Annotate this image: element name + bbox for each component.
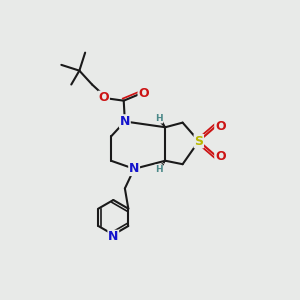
Text: O: O	[138, 87, 149, 100]
Text: O: O	[98, 92, 109, 104]
Text: H: H	[155, 165, 163, 174]
Polygon shape	[158, 118, 165, 127]
Text: N: N	[120, 115, 130, 128]
Text: O: O	[215, 120, 226, 133]
Text: S: S	[194, 135, 203, 148]
Text: H: H	[155, 114, 163, 123]
Text: N: N	[108, 230, 119, 244]
Text: O: O	[215, 150, 226, 163]
Text: N: N	[129, 162, 139, 175]
